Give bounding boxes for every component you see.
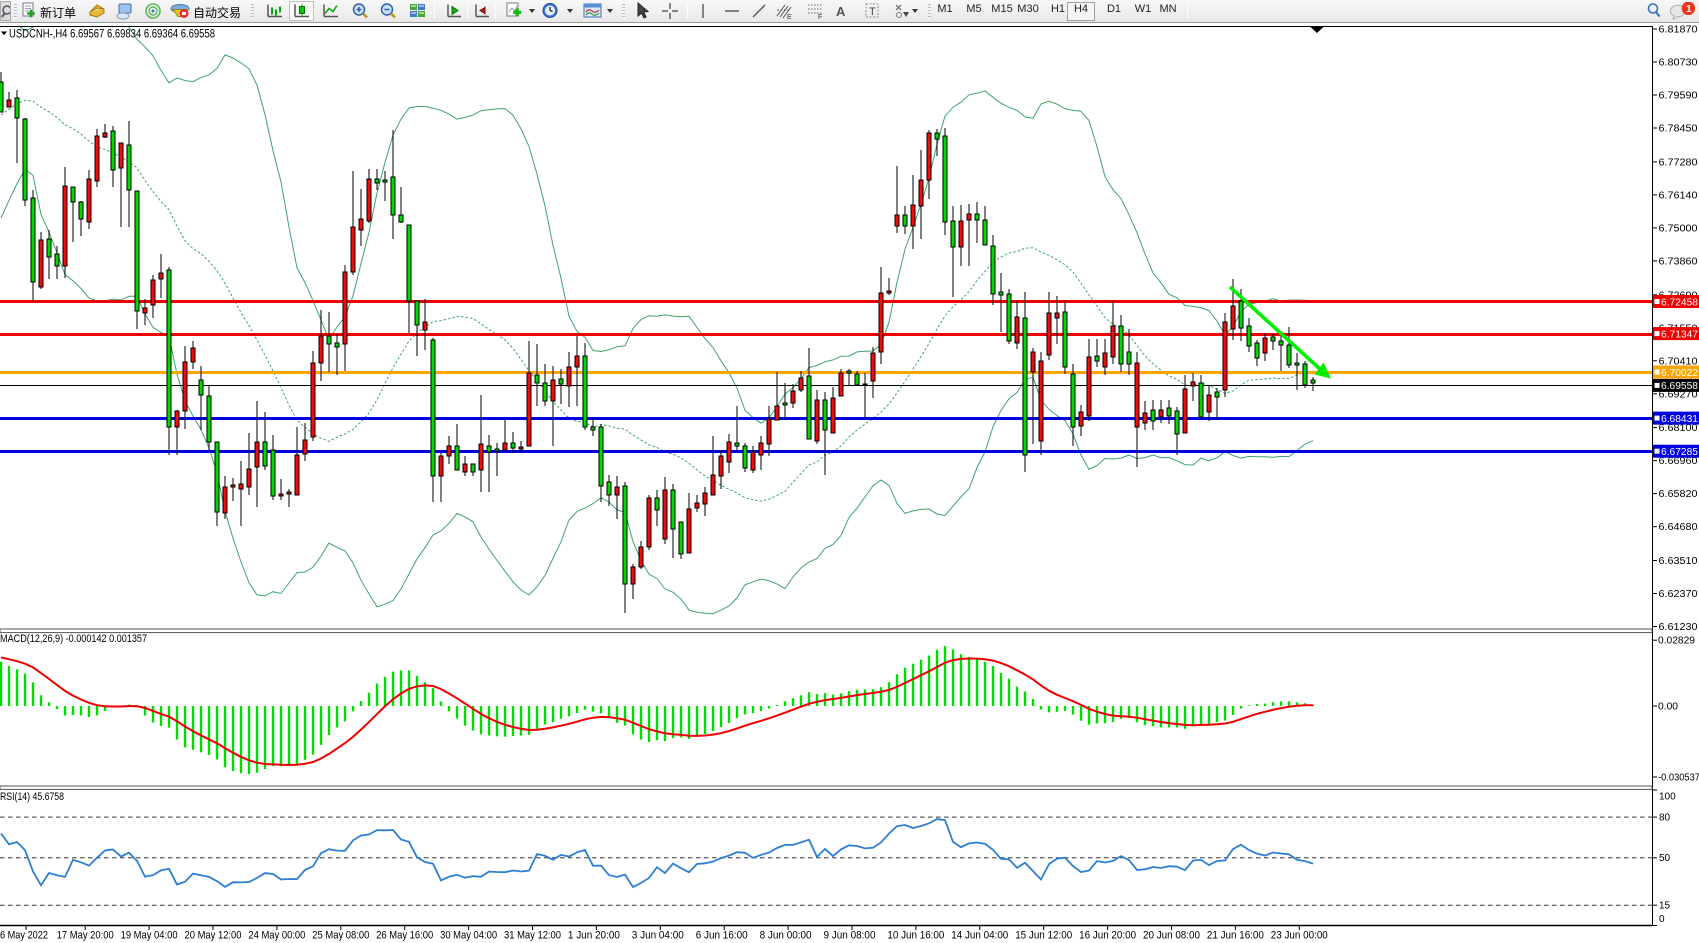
svg-text:6.76140: 6.76140 [1659,190,1698,201]
svg-text:31 May 12:00: 31 May 12:00 [504,930,561,942]
svg-text:50: 50 [1659,853,1671,864]
svg-text:6.73860: 6.73860 [1659,256,1698,267]
svg-text:9 Jun 08:00: 9 Jun 08:00 [824,930,876,942]
svg-text:6.66960: 6.66960 [1659,456,1698,467]
svg-text:20 Jun 08:00: 20 Jun 08:00 [1143,930,1200,942]
svg-text:14 Jun 04:00: 14 Jun 04:00 [951,930,1008,942]
svg-text:23 Jun 00:00: 23 Jun 00:00 [1271,930,1328,942]
svg-text:6.81870: 6.81870 [1659,25,1698,36]
svg-text:30 May 04:00: 30 May 04:00 [440,930,497,942]
svg-text:6.70410: 6.70410 [1659,356,1698,367]
svg-text:20 May 12:00: 20 May 12:00 [185,930,242,942]
svg-text:6 May 2022: 6 May 2022 [0,930,48,942]
svg-text:E: E [787,14,792,20]
svg-text:6.75000: 6.75000 [1659,223,1698,234]
svg-text:15 Jun 12:00: 15 Jun 12:00 [1015,930,1072,942]
svg-text:0.02829: 0.02829 [1658,636,1695,647]
svg-text:10 Jun 16:00: 10 Jun 16:00 [887,930,944,942]
svg-text:1: 1 [1686,4,1692,15]
svg-text:6.72458: 6.72458 [1661,297,1698,308]
svg-text:1 Jun 20:00: 1 Jun 20:00 [568,930,620,942]
svg-text:MACD(12,26,9) -0.000142 0.0013: MACD(12,26,9) -0.000142 0.001357 [0,633,147,645]
svg-text:6.62370: 6.62370 [1659,589,1698,600]
svg-text:6.68431: 6.68431 [1661,414,1698,425]
svg-text:100: 100 [1659,792,1676,803]
svg-text:26 May 16:00: 26 May 16:00 [376,930,433,942]
svg-text:6.67285: 6.67285 [1661,447,1698,458]
svg-text:6.65820: 6.65820 [1659,489,1698,500]
svg-text:8 Jun 00:00: 8 Jun 00:00 [760,930,812,942]
svg-text:21 Jun 16:00: 21 Jun 16:00 [1207,930,1264,942]
svg-text:6.78450: 6.78450 [1659,124,1698,135]
svg-text:F: F [818,14,822,20]
svg-text:6.70022: 6.70022 [1661,368,1698,379]
svg-text:6.71347: 6.71347 [1661,329,1698,340]
svg-text:USDCNH-,H4 6.69567 6.69834 6.: USDCNH-,H4 6.69567 6.69834 6.69364 6.695… [9,27,215,41]
svg-text:80: 80 [1659,813,1671,824]
svg-text:25 May 08:00: 25 May 08:00 [312,930,369,942]
svg-text:17 May 20:00: 17 May 20:00 [57,930,114,942]
svg-text:6.61230: 6.61230 [1659,622,1698,633]
svg-text:-0.030537: -0.030537 [1658,773,1699,784]
svg-text:0: 0 [1659,914,1665,925]
svg-text:19 May 04:00: 19 May 04:00 [121,930,178,942]
svg-text:T: T [869,6,876,18]
svg-text:6.69558: 6.69558 [1661,381,1698,392]
svg-text:6.68100: 6.68100 [1659,423,1698,434]
svg-text:6.64680: 6.64680 [1659,522,1698,533]
svg-text:0.00: 0.00 [1658,702,1678,713]
svg-text:6.77280: 6.77280 [1659,157,1698,168]
svg-text:RSI(14) 45.6758: RSI(14) 45.6758 [0,791,64,803]
svg-text:6.80730: 6.80730 [1659,58,1698,69]
svg-text:6.79590: 6.79590 [1659,91,1698,102]
svg-text:3 Jun 04:00: 3 Jun 04:00 [632,930,684,942]
svg-text:15: 15 [1659,901,1671,912]
svg-text:6.69270: 6.69270 [1659,389,1698,400]
svg-text:6 Jun 16:00: 6 Jun 16:00 [696,930,748,942]
svg-text:6.63510: 6.63510 [1659,556,1698,567]
svg-text:24 May 00:00: 24 May 00:00 [248,930,305,942]
svg-text:16 Jun 20:00: 16 Jun 20:00 [1079,930,1136,942]
